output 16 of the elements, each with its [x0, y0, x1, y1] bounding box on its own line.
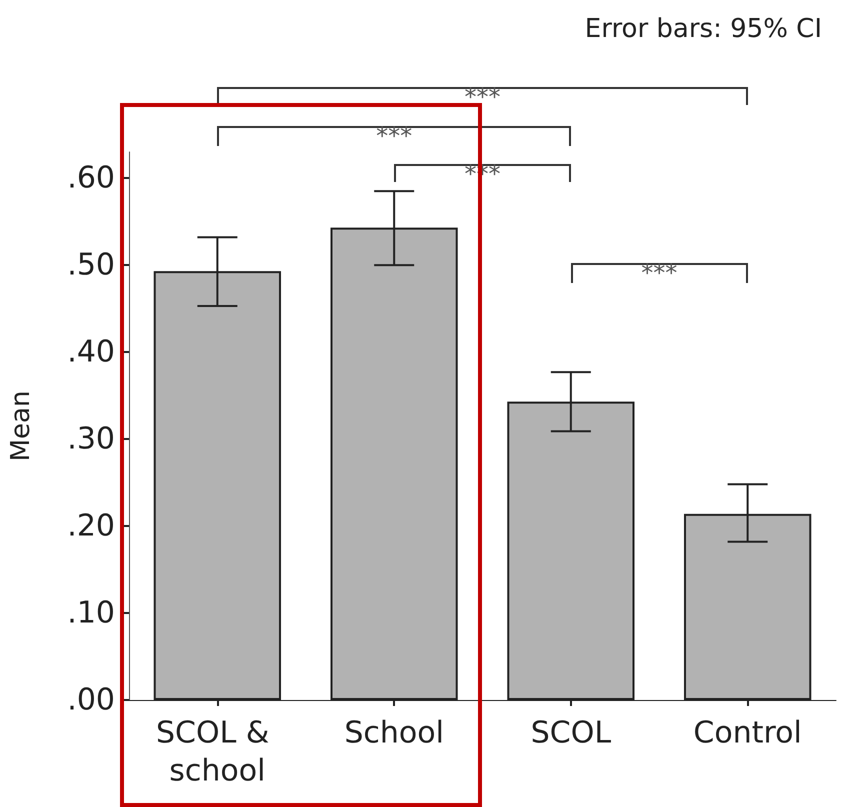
x-tick-label: Control	[693, 716, 802, 750]
y-axis-title: Mean	[6, 390, 36, 462]
y-tick-label: .30	[67, 422, 115, 457]
x-tick-label: SCOL	[530, 716, 612, 750]
y-tick-label: .60	[67, 160, 115, 196]
y-tick-label: .10	[67, 596, 115, 631]
y-tick-label: .00	[67, 682, 115, 718]
x-tick-label: School	[344, 716, 444, 750]
text: ***	[464, 83, 502, 111]
text: Error bars: 95% CI	[584, 14, 822, 44]
text: ***	[375, 122, 414, 150]
y-tick-label: .40	[67, 334, 115, 370]
y-tick-label: .20	[67, 508, 115, 544]
x-tick-label: SCOL & school	[156, 716, 279, 788]
y-tick-label: .50	[67, 248, 115, 283]
annotation: ***	[640, 259, 678, 287]
